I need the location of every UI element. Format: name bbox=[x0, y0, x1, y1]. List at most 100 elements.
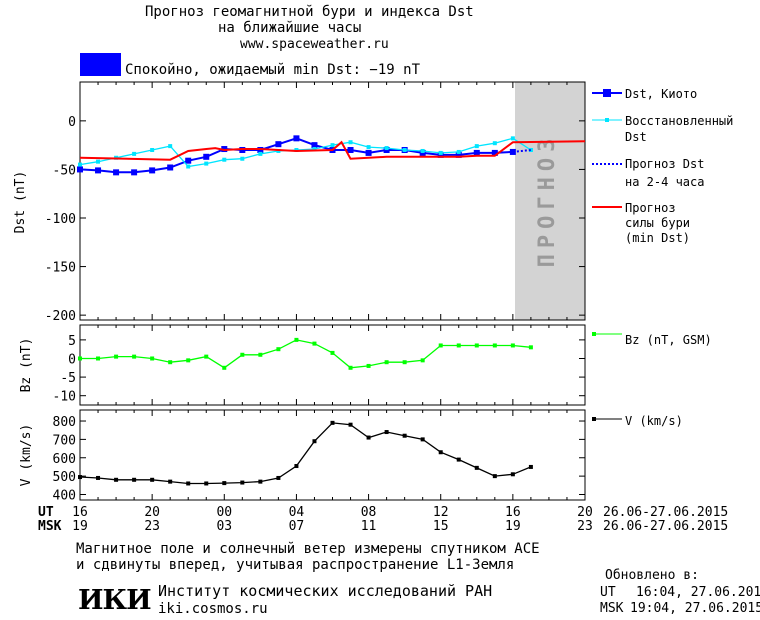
data-point bbox=[438, 450, 443, 455]
legend-forecast-storm-1: Прогноз bbox=[625, 201, 676, 215]
bz-ylabel: Bz (nT) bbox=[19, 338, 34, 393]
updated-label: Обновлено в: bbox=[605, 568, 699, 583]
data-point bbox=[473, 149, 480, 156]
data-point bbox=[402, 148, 407, 152]
footer-note-line1: Магнитное поле и солнечный ветер измерен… bbox=[76, 541, 540, 557]
data-point bbox=[203, 153, 210, 160]
data-point bbox=[150, 356, 155, 361]
status-text: Спокойно, ожидаемый min Dst: −19 nT bbox=[125, 62, 421, 78]
data-point bbox=[509, 148, 516, 155]
data-point bbox=[510, 343, 515, 348]
y-tick-label: -50 bbox=[53, 163, 76, 178]
updated-msk: 19:04, 27.06.2015 bbox=[630, 601, 760, 616]
series-line bbox=[512, 149, 532, 153]
data-point bbox=[113, 169, 120, 176]
x-tick-label-ut: 08 bbox=[361, 505, 377, 520]
data-point bbox=[96, 356, 101, 361]
updated-msk-label: MSK bbox=[600, 601, 624, 616]
data-point bbox=[258, 352, 263, 357]
x-tick-label-msk: 23 bbox=[144, 519, 160, 534]
data-point bbox=[474, 144, 479, 149]
y-tick-label: 800 bbox=[53, 415, 76, 430]
x-tick-label-ut: 20 bbox=[144, 505, 160, 520]
y-tick-label: -100 bbox=[45, 212, 76, 227]
data-point bbox=[186, 164, 191, 169]
data-point bbox=[131, 169, 138, 176]
chart-title-line2: на ближайшие часы bbox=[218, 20, 362, 36]
data-point bbox=[276, 347, 281, 352]
data-point bbox=[492, 343, 497, 348]
x-tick-label-msk: 07 bbox=[289, 519, 305, 534]
data-point bbox=[420, 358, 425, 363]
data-point bbox=[132, 477, 137, 482]
data-point bbox=[420, 437, 425, 442]
y-tick-label: 500 bbox=[53, 470, 76, 485]
legend-restored-2: Dst bbox=[625, 130, 647, 144]
data-point bbox=[528, 345, 533, 350]
series-line bbox=[79, 422, 532, 485]
x-tick-label-ut: 12 bbox=[433, 505, 449, 520]
data-point bbox=[204, 161, 209, 166]
data-point bbox=[293, 135, 300, 142]
data-point bbox=[384, 360, 389, 365]
data-point bbox=[330, 350, 335, 355]
data-point bbox=[150, 148, 155, 152]
bz-panel-frame bbox=[79, 324, 586, 406]
data-point bbox=[348, 365, 353, 370]
legend-restored-marker bbox=[605, 118, 609, 122]
institute-url: iki.cosmos.ru bbox=[158, 601, 268, 617]
legend-dst-kyoto-marker bbox=[603, 89, 611, 97]
x-tick-label-msk: 11 bbox=[361, 519, 377, 534]
data-point bbox=[168, 144, 173, 149]
y-tick-label: 700 bbox=[53, 433, 76, 448]
data-point bbox=[150, 477, 155, 482]
x-axis-msk-label: MSK bbox=[38, 519, 62, 534]
x-tick-label-ut: 16 bbox=[72, 505, 88, 520]
x-tick-label-msk: 15 bbox=[433, 519, 449, 534]
data-point bbox=[474, 465, 479, 470]
data-point bbox=[167, 164, 174, 171]
data-point bbox=[492, 141, 497, 146]
data-point bbox=[96, 159, 101, 164]
data-point bbox=[348, 140, 353, 145]
legend-forecast-dst-1: Прогноз Dst bbox=[625, 157, 704, 171]
data-point bbox=[168, 360, 173, 365]
data-point bbox=[528, 148, 533, 152]
forecast-band-label: ПРОГНОЗ bbox=[535, 133, 560, 268]
data-point bbox=[311, 142, 318, 149]
data-point bbox=[402, 433, 407, 438]
legend-bz: Bz (nT, GSM) bbox=[625, 333, 712, 347]
data-point bbox=[384, 430, 389, 435]
v-ylabel: V (km/s) bbox=[19, 424, 34, 487]
data-point bbox=[384, 146, 389, 151]
updated-ut: 16:04, 27.06.2015 bbox=[636, 585, 760, 600]
series-line bbox=[79, 137, 532, 168]
y-tick-label: -10 bbox=[53, 390, 76, 405]
x-tick-label-msk: 19 bbox=[505, 519, 521, 534]
data-point bbox=[168, 479, 173, 484]
source-url: www.spaceweather.ru bbox=[240, 37, 389, 52]
data-point bbox=[294, 337, 299, 342]
data-point bbox=[365, 149, 372, 156]
data-point bbox=[186, 358, 191, 363]
data-point bbox=[528, 464, 533, 469]
data-point bbox=[510, 136, 515, 141]
data-point bbox=[204, 481, 209, 486]
data-point bbox=[240, 352, 245, 357]
y-tick-label: -150 bbox=[45, 261, 76, 276]
y-tick-label: 5 bbox=[68, 334, 76, 349]
data-point bbox=[330, 420, 335, 425]
data-point bbox=[149, 167, 156, 174]
data-point bbox=[185, 157, 192, 164]
x-tick-label-ut: 20 bbox=[577, 505, 593, 520]
data-point bbox=[366, 145, 371, 150]
data-point bbox=[312, 439, 317, 444]
iki-logo: ИКИ bbox=[78, 585, 152, 616]
data-point bbox=[240, 156, 245, 161]
x-axis-date-range-msk: 26.06-27.06.2015 bbox=[603, 519, 728, 534]
dst-panel-frame bbox=[79, 81, 586, 321]
legend-forecast-dst-2: на 2-4 часа bbox=[625, 175, 704, 189]
data-point bbox=[312, 341, 317, 346]
data-point bbox=[95, 167, 102, 174]
